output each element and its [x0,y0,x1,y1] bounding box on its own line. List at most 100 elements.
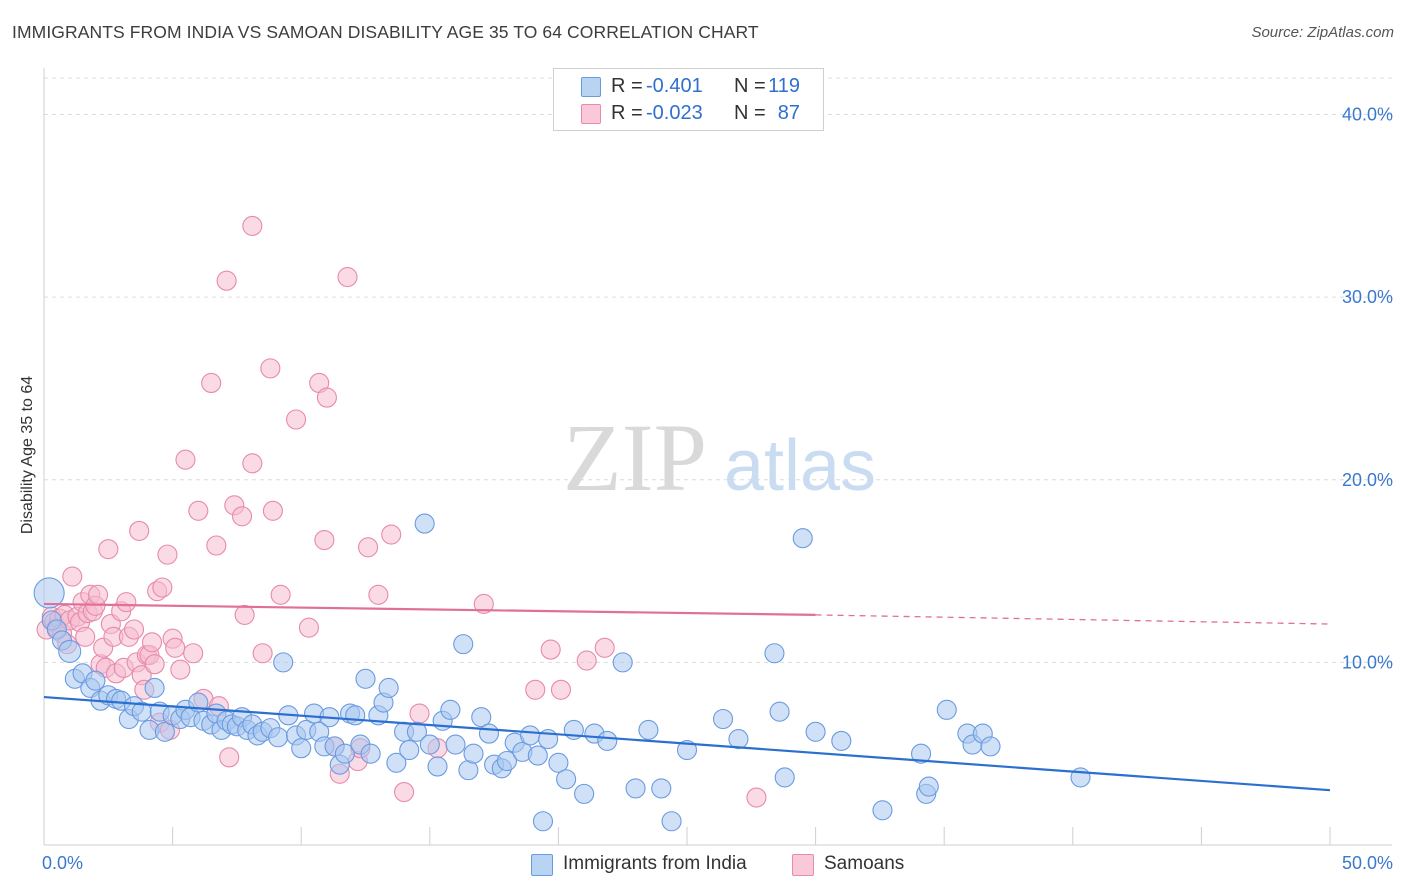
samoans-point [286,409,307,430]
india-point [440,699,461,720]
samoans-point [123,619,145,640]
y-tick-label: 20.0% [1342,470,1393,490]
chart-title: IMMIGRANTS FROM INDIA VS SAMOAN DISABILI… [12,22,759,42]
samoans-point [183,643,204,664]
india-point [386,752,407,773]
tick-labels: 10.0% 20.0% 30.0% 40.0% 0.0% 50.0% [42,105,1393,873]
axes [43,68,1392,846]
samoans-point [550,679,572,700]
y-tick-label: 30.0% [1342,287,1393,307]
bottom-legend-swatch-samoans [792,854,814,876]
samoans-point [409,703,430,724]
samoans-point [170,659,191,680]
india-point [805,721,826,742]
samoans-point [298,617,319,638]
india-point [360,743,381,764]
samoans-point [473,593,494,614]
watermark: ZIP atlas [563,404,876,511]
india-point [911,743,932,764]
samoans-point [262,500,283,521]
india-point [574,783,595,804]
samoans-point [234,604,255,625]
samoans-point [62,566,83,587]
samoans-point [316,387,337,408]
india-point [471,707,492,728]
india-point [556,769,577,790]
samoans-point [75,626,96,647]
legend-r-value: -0.023 [646,102,703,124]
samoans-point [594,637,615,658]
samoans-point [337,267,358,288]
india-point [774,767,795,788]
india-point [399,739,420,761]
legend-r-label: R = [611,102,643,124]
india-point [355,668,376,689]
india-point [268,727,289,748]
trend-lines [43,602,1331,792]
india-point [378,677,399,698]
india-point [496,750,518,772]
india-series [33,513,1091,832]
legend-swatch-samoans [581,104,601,124]
bottom-legend-label-india: Immigrants from India [563,853,747,874]
legend-swatch-india [581,77,601,97]
legend: R = -0.401 N = 119 R = -0.023 N = 87 [553,68,824,131]
watermark-atlas: atlas [724,426,876,506]
india-point [625,778,646,799]
india-point [291,738,312,759]
india-point [453,634,474,655]
india-point [764,643,785,664]
samoans-point [576,650,597,671]
india-point [612,652,633,673]
india-point [33,577,65,609]
bottom-legend-swatch-india [531,854,553,876]
india-point [918,776,939,797]
samoans-point [165,637,186,658]
india-point [548,752,569,773]
legend-n-value: 87 [777,102,800,124]
india-trend-line [43,695,1331,792]
legend-n-label: N = [734,102,766,124]
samoans-point [394,781,415,803]
y-tick-label: 40.0% [1342,105,1393,125]
samoans-point [368,584,389,605]
samoans-point [219,747,240,768]
india-point [980,736,1001,757]
samoans-point [252,643,273,664]
legend-n-label: N = [734,75,766,97]
india-point [85,670,106,691]
india-point [154,721,175,742]
y-tick-label: 10.0% [1342,652,1393,672]
samoans-point [746,787,767,808]
india-point [334,743,355,764]
samoans-point [129,520,150,541]
source-label: Source: ZipAtlas.com [1251,24,1394,41]
samoans-point [201,372,222,394]
india-point [58,639,82,663]
india-point [676,739,698,761]
india-point [792,528,813,549]
india-point [445,734,466,755]
india-point [414,513,435,534]
samoans-point [175,449,196,470]
samoans-point [144,654,165,675]
samoans-point [141,632,163,653]
india-point [478,723,500,744]
india-point [144,677,165,698]
india-point [345,705,366,726]
samoans-point [314,529,335,551]
india-point [638,719,659,741]
india-point [936,699,957,720]
samoans-point [381,524,402,545]
india-point [463,743,484,764]
watermark-zip: ZIP [563,404,707,511]
samoans-point [188,500,209,521]
samoans-point [231,506,253,527]
samoans-point [87,584,109,605]
india-point [427,756,448,777]
india-point [728,729,749,750]
samoans-point [157,544,178,565]
india-point [872,800,893,821]
india-point [661,811,682,832]
legend-r-label: R = [611,75,643,97]
